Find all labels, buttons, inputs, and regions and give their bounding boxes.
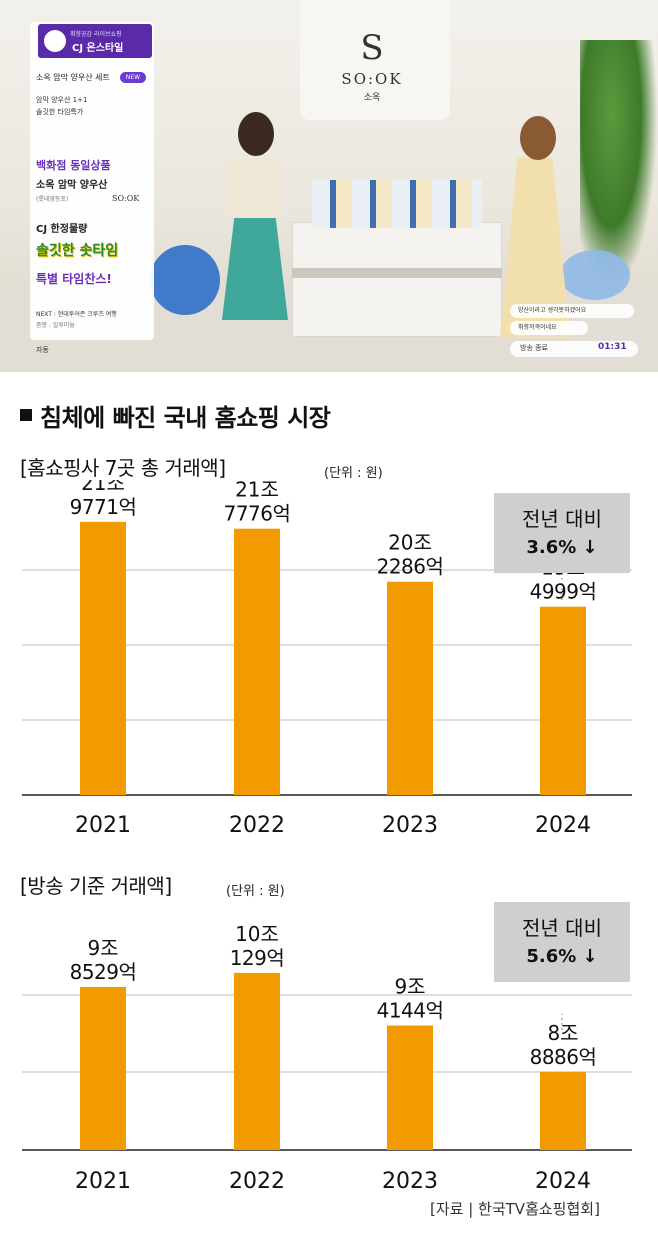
bar-2023: [387, 581, 433, 795]
product-name: 소옥 암막 양우산: [36, 180, 108, 191]
data-label-trillion: 21조: [81, 480, 125, 495]
next-program-sub: 중봉 : 알루미늄: [36, 322, 75, 329]
channel-name: CJ 온스타일: [72, 43, 124, 54]
data-label-hundred-million: 4144억: [377, 999, 444, 1023]
chart-2-callout: 전년 대비 5.6% ↓: [494, 902, 630, 982]
chart-1-callout-label: 전년 대비: [522, 507, 602, 531]
data-label-trillion: 20조: [388, 531, 432, 555]
host-left-head: [238, 112, 274, 156]
counter-shelf: [292, 268, 502, 278]
air-end-label: 방송 종료: [520, 344, 548, 352]
chart-2-title: [방송 기준 거래액]: [20, 874, 172, 898]
chart-2: 9조8529억202110조129억20229조4144억20238조8886억…: [22, 922, 632, 1194]
plant-decoration: [580, 40, 658, 290]
channel-tagline: 취향공감 라이브쇼핑: [70, 31, 122, 38]
data-label-trillion: 9조: [394, 975, 425, 999]
studio-logo-icon: S: [360, 28, 384, 68]
host-left-top: [228, 158, 282, 218]
studio-wall-panel: [300, 0, 450, 120]
data-label-hundred-million: 129억: [230, 946, 285, 970]
new-badge: NEW: [120, 72, 146, 83]
offer-line-2: 솔깃한 타임특가: [36, 108, 84, 116]
promo-label: 솔깃한 솟타임: [36, 243, 119, 259]
air-status-bar: [510, 341, 638, 357]
offer-line-1: 암막 양우산 1+1: [36, 96, 88, 104]
product-title: 소옥 암막 양우산 세트: [36, 73, 110, 82]
x-tick-label: 2022: [229, 1169, 285, 1194]
bar-2022: [234, 972, 280, 1150]
umbrella-right: [560, 250, 630, 300]
chart-1-unit: (단위 : 원): [324, 466, 383, 481]
data-label-hundred-million: 8529억: [70, 960, 137, 984]
x-tick-label: 2021: [75, 1169, 131, 1194]
host-right-head: [520, 116, 556, 160]
broadcast-screenshot: S SO:OK 소옥 취향공감 라이브쇼핑 CJ 온스타일 소옥 암막 양우산 …: [0, 0, 658, 372]
data-label-hundred-million: 2286억: [377, 555, 444, 579]
chat-message-2: 취향저격이네요: [510, 321, 588, 335]
store-note: (롯데영등포): [36, 196, 69, 203]
studio-logo: SO:OK: [341, 70, 403, 88]
x-tick-label: 2023: [382, 1169, 438, 1194]
chart-2-callout-value: 5.6% ↓: [526, 946, 598, 967]
data-label-hundred-million: 4999억: [530, 580, 597, 604]
source-note: [자료 | 한국TV홈쇼핑협회]: [430, 1200, 600, 1218]
heading-bullet-icon: [20, 409, 32, 421]
x-tick-label: 2022: [229, 813, 285, 838]
x-tick-label: 2024: [535, 1169, 591, 1194]
brand-small: SO:OK: [112, 194, 140, 203]
limited-label: CJ 한정물량: [36, 224, 88, 235]
chart-1-callout-value: 3.6% ↓: [526, 537, 598, 558]
next-program: NEXT : 현대투어존 크루즈 여행: [36, 311, 117, 318]
studio-logo-korean: 소옥: [363, 93, 381, 103]
air-time: 01:31: [598, 342, 627, 352]
auto-label: 자동: [36, 346, 49, 354]
umbrella-left: [150, 245, 220, 315]
display-counter: [292, 222, 502, 337]
special-label: 특별 타임찬스!: [36, 272, 112, 286]
chat-message-1: 양산이라고 생각못하겠어요: [510, 304, 634, 318]
bar-2021: [80, 986, 126, 1150]
host-left-skirt: [222, 210, 288, 320]
infographic-heading: 침체에 빠진 국내 홈쇼핑 시장: [40, 404, 331, 432]
bar-2024: [540, 606, 586, 795]
chart-1-callout: 전년 대비 3.6% ↓: [494, 493, 630, 573]
bar-2023: [387, 1025, 433, 1150]
data-label-hundred-million: 7776억: [224, 502, 291, 526]
chart-1-title: [홈쇼핑사 7곳 총 거래액]: [20, 456, 226, 480]
chart-2-callout-label: 전년 대비: [522, 916, 602, 940]
dept-store-label: 백화점 동일상품: [36, 159, 111, 172]
x-tick-label: 2023: [382, 813, 438, 838]
product-display: [312, 180, 482, 228]
data-label-trillion: 8조: [547, 1021, 578, 1045]
data-label-trillion: 9조: [87, 936, 118, 960]
channel-logo-icon: [44, 30, 66, 52]
x-tick-label: 2021: [75, 813, 131, 838]
chart-2-unit: (단위 : 원): [226, 884, 285, 899]
bar-2022: [234, 528, 280, 795]
bar-2021: [80, 521, 126, 795]
data-label-hundred-million: 8886억: [530, 1045, 597, 1069]
data-label-hundred-million: 9771억: [70, 495, 137, 519]
data-label-trillion: 21조: [235, 480, 279, 502]
bar-2024: [540, 1071, 586, 1150]
data-label-trillion: 10조: [235, 922, 279, 946]
x-tick-label: 2024: [535, 813, 591, 838]
